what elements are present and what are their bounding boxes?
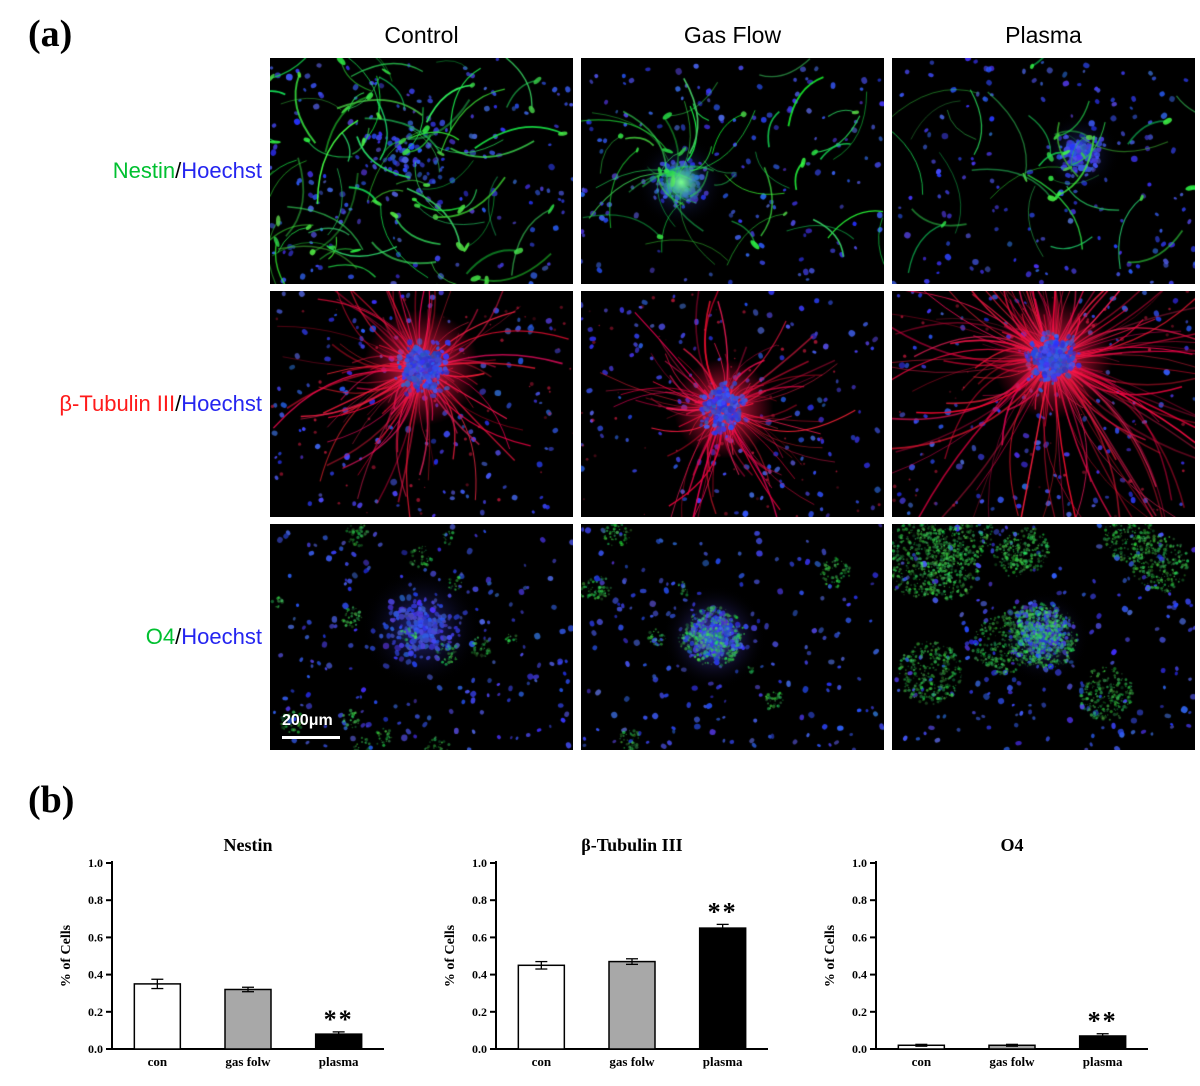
- y-tick-label: 0.4: [852, 968, 867, 982]
- row-label-nestin-hoechst: Nestin/Hoechst: [113, 158, 262, 184]
- chart-nestin: Nestin 0.0 0.2 0.4 0.6 0.8 1.0 % of Cells con gas…: [58, 833, 398, 1085]
- significance-marker: **: [1088, 1007, 1118, 1036]
- label-separator: /: [175, 624, 182, 649]
- micrograph-tubulin-iii-plasma: [892, 291, 1195, 517]
- marker-name: O4: [145, 624, 176, 649]
- bar-gas-folw: [608, 960, 656, 1050]
- y-tick-label: 0.0: [852, 1042, 867, 1056]
- y-tick-label: 0.4: [472, 968, 487, 982]
- x-tick-label: gas folw: [989, 1054, 1035, 1069]
- marker-name: β-Tubulin III: [59, 391, 176, 416]
- y-tick-label: 0.2: [472, 1005, 487, 1019]
- x-tick-label: con: [912, 1054, 932, 1069]
- row-label-tubulin-hoechst: β-Tubulin III/Hoechst: [59, 391, 262, 417]
- x-tick-label: con: [532, 1054, 552, 1069]
- y-tick-label: 0.0: [88, 1042, 103, 1056]
- chart-beta-tubulin-iii: β-Tubulin III 0.0 0.2 0.4 0.6 0.8 1.0 % of Cell…: [442, 833, 782, 1085]
- y-tick-label: 0.2: [852, 1005, 867, 1019]
- chart-svg: β-Tubulin III 0.0 0.2 0.4 0.6 0.8 1.0 % of Cell…: [443, 835, 768, 1069]
- y-tick-label: 0.6: [472, 930, 487, 944]
- label-separator: /: [175, 158, 182, 183]
- label-separator: /: [175, 391, 182, 416]
- x-tick-label: gas folw: [225, 1054, 271, 1069]
- microscopy-grid: [270, 58, 1195, 750]
- column-header-control: Control: [384, 22, 459, 48]
- y-tick-label: 0.2: [88, 1005, 103, 1019]
- y-axis-label: % of Cells: [443, 924, 458, 987]
- micrograph-o4-control: [270, 524, 573, 750]
- y-tick-label: 0.8: [88, 893, 103, 907]
- bar-con: [133, 983, 182, 1050]
- y-axis-label: % of Cells: [59, 924, 74, 987]
- chart-title: O4: [1000, 835, 1023, 855]
- y-tick-label: 0.6: [88, 930, 103, 944]
- counterstain-name: Hoechst: [181, 624, 262, 649]
- counterstain-name: Hoechst: [181, 158, 262, 183]
- y-tick-label: 1.0: [472, 856, 487, 870]
- micrograph-nestin-plasma: [892, 58, 1195, 284]
- micrograph-o4-plasma: [892, 524, 1195, 750]
- significance-marker: **: [708, 897, 738, 926]
- y-tick-label: 0.4: [88, 968, 103, 982]
- bar-con: [517, 964, 566, 1050]
- scale-bar-label: 200μm: [282, 712, 333, 729]
- micrograph-o4-gas-flow: [581, 524, 884, 750]
- x-tick-label: plasma: [319, 1054, 359, 1069]
- y-tick-label: 1.0: [852, 856, 867, 870]
- y-tick-label: 0.8: [852, 893, 867, 907]
- y-tick-label: 0.6: [852, 930, 867, 944]
- chart-title: Nestin: [224, 835, 273, 855]
- x-tick-label: con: [148, 1054, 168, 1069]
- column-header-gas-flow: Gas Flow: [683, 22, 782, 48]
- panel-b-label: (b): [28, 779, 75, 821]
- chart-o4: O4 0.0 0.2 0.4 0.6 0.8 1.0 % of Cells con gas fol…: [822, 833, 1162, 1085]
- bar-plasma: [698, 927, 747, 1050]
- significance-marker: **: [324, 1005, 354, 1034]
- scale-bar: 200μm: [282, 712, 340, 739]
- panel-a-label: (a): [28, 13, 73, 55]
- marker-name: Nestin: [112, 158, 176, 183]
- row-label-o4-hoechst: O4/Hoechst: [146, 624, 262, 650]
- x-tick-label: plasma: [1083, 1054, 1123, 1069]
- chart-title: β-Tubulin III: [581, 835, 682, 855]
- counterstain-name: Hoechst: [181, 391, 262, 416]
- x-tick-label: plasma: [703, 1054, 743, 1069]
- x-tick-label: gas folw: [609, 1054, 655, 1069]
- chart-svg: O4 0.0 0.2 0.4 0.6 0.8 1.0 % of Cells con gas fol…: [823, 835, 1148, 1069]
- y-tick-label: 1.0: [88, 856, 103, 870]
- micrograph-tubulin-iii-gas-flow: [581, 291, 884, 517]
- bar-gas-folw: [224, 988, 272, 1050]
- y-axis-label: % of Cells: [823, 924, 838, 987]
- micrograph-tubulin-iii-control: [270, 291, 573, 517]
- micrograph-nestin-gas-flow: [581, 58, 884, 284]
- chart-svg: Nestin 0.0 0.2 0.4 0.6 0.8 1.0 % of Cells con gas…: [59, 835, 384, 1069]
- micrograph-nestin-control: [270, 58, 573, 284]
- scale-bar-line: [282, 736, 340, 739]
- y-tick-label: 0.8: [472, 893, 487, 907]
- y-tick-label: 0.0: [472, 1042, 487, 1056]
- column-header-plasma: Plasma: [1005, 22, 1082, 48]
